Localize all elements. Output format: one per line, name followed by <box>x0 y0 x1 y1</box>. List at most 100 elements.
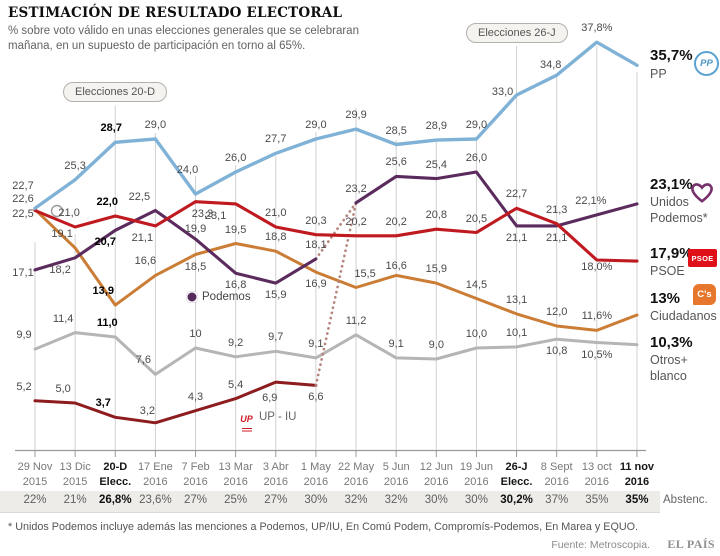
value-label-cs-6: 18,8 <box>265 231 287 244</box>
annotation-elecciones-26j: Elecciones 26-J <box>466 23 568 43</box>
value-label-otros-13: 10,8 <box>545 345 568 358</box>
ciudadanos-logo-icon: C's <box>693 284 716 305</box>
annotation-elecciones-20d: Elecciones 20-D <box>63 82 168 102</box>
value-label-psoe-2: 22,0 <box>96 196 118 208</box>
chart-subtitle-line1: % sobre voto válido en unas elecciones g… <box>8 25 359 37</box>
value-label-up-13: 21,1 <box>545 231 568 244</box>
value-label-psoe-9: 20,2 <box>385 215 407 228</box>
x-axis-label-12: 26-J Elecc. <box>500 461 533 488</box>
abstention-value-11: 30% <box>464 494 488 506</box>
abstention-value-9: 32% <box>384 494 408 506</box>
legend-value-unidos-podemos: 23,1% <box>650 176 693 193</box>
podemos-series-tag: Podemos <box>186 291 251 303</box>
value-label-psoe-10: 20,8 <box>425 209 448 222</box>
abstention-value-1: 21% <box>63 494 87 506</box>
legend-name-blanco: blanco <box>650 369 687 383</box>
value-label-psoe-3: 21,1 <box>131 231 154 244</box>
value-label-upiu-6: 6,9 <box>262 392 278 405</box>
abstention-row-label: Abstenc. <box>663 494 708 506</box>
value-label-psoe-4: 23,3 <box>191 207 214 220</box>
x-axis-label-13: 8 Sept 2016 <box>540 461 573 488</box>
value-label-pp-12: 33,0 <box>491 86 514 98</box>
chart-subtitle-line2: mañana, en un supuesto de participación … <box>8 40 306 52</box>
abstention-value-10: 30% <box>424 494 448 506</box>
value-label-otros-5: 9,2 <box>227 336 244 349</box>
legend-name-pp: PP <box>650 67 667 81</box>
value-label-psoe-14: 18,0% <box>581 261 613 273</box>
abstention-value-0: 22% <box>23 494 47 506</box>
legend-value-psoe: 17,9% <box>650 245 693 262</box>
x-axis-label-5: 13 Mar 2016 <box>218 461 253 488</box>
value-label-up-2: 20,7 <box>94 236 116 249</box>
upiu-series-label: UP - IU <box>259 411 297 423</box>
value-label-up-8: 23,2 <box>345 182 367 195</box>
pp-logo-icon: PP <box>694 51 719 76</box>
value-label-pp-3: 29,0 <box>144 119 167 131</box>
value-label-pp-11: 29,0 <box>465 119 488 131</box>
value-label-upiu-4: 4,3 <box>187 390 204 403</box>
psoe-logo-icon: PSOE <box>688 249 717 267</box>
value-label-pp-8: 29,9 <box>345 109 367 122</box>
value-label-pp-9: 28,5 <box>385 124 407 137</box>
abstention-value-3: 23,6% <box>139 494 172 506</box>
x-axis-label-7: 1 May 2016 <box>300 461 331 488</box>
value-label-psoe-1: 21,0 <box>58 207 80 219</box>
crossing-ring-marker <box>50 204 64 218</box>
value-label-cs-8: 15,5 <box>354 267 376 280</box>
value-label-otros-7: 9,1 <box>308 337 324 350</box>
abstention-value-13: 37% <box>545 494 569 506</box>
value-label-psoe-0: 22,5 <box>12 207 34 220</box>
value-label-otros-11: 10,0 <box>465 328 488 340</box>
value-label-up-6: 15,9 <box>265 289 287 302</box>
x-axis-label-10: 12 Jun 2016 <box>419 461 453 488</box>
legend-value-ciudadanos: 13% <box>650 290 681 307</box>
value-label-cs-12: 13,1 <box>505 293 528 306</box>
source-credit: Fuente: Metroscopia. <box>551 539 650 551</box>
value-label-pp-4: 24,0 <box>176 164 199 176</box>
value-label-up-11: 26,0 <box>465 152 488 164</box>
value-label-pp-0: 22,7 <box>12 180 34 193</box>
abstention-value-14: 35% <box>585 494 609 506</box>
legend-name-unidos: Unidos <box>650 195 689 209</box>
value-label-psoe-5: 23,1 <box>204 209 227 222</box>
value-label-cs-5: 19,5 <box>224 223 247 236</box>
value-label-up-4: 19,9 <box>184 223 207 236</box>
value-label-otros-1: 11,4 <box>52 312 74 325</box>
x-axis-label-1: 13 Dic 2015 <box>59 461 91 488</box>
value-label-otros-8: 11,2 <box>345 314 367 327</box>
value-label-pp-6: 27,7 <box>265 133 287 146</box>
unidos-podemos-heart-icon <box>691 183 713 203</box>
value-label-pp-5: 26,0 <box>224 152 247 164</box>
x-axis-label-8: 22 May 2016 <box>337 461 375 488</box>
value-label-cs-10: 15,9 <box>425 263 448 276</box>
value-label-cs-0: 22,6 <box>12 193 34 206</box>
value-label-pp-14: 37,8% <box>581 22 613 35</box>
x-axis-label-0: 29 Nov 2015 <box>17 461 53 488</box>
value-label-pp-7: 29,0 <box>305 119 327 131</box>
abstention-value-15: 35% <box>625 494 649 506</box>
value-label-up-1: 18,2 <box>49 263 71 276</box>
page-title: ESTIMACIÓN DE RESULTADO ELECTORAL <box>8 5 343 21</box>
value-label-up-12: 21,1 <box>505 231 528 244</box>
value-label-pp-1: 25,3 <box>64 159 86 172</box>
value-label-upiu-5: 5,4 <box>227 378 244 391</box>
value-label-upiu-7: 6,6 <box>308 391 324 404</box>
value-label-psoe-13: 21,3 <box>545 203 568 216</box>
value-label-psoe-7: 20,3 <box>305 214 327 227</box>
x-axis-label-9: 5 Jun 2016 <box>382 461 410 488</box>
value-label-cs-1: 19,1 <box>51 227 73 240</box>
value-label-otros-14: 10,5% <box>581 348 613 361</box>
x-axis-label-15: 11 nov 2016 <box>619 461 655 488</box>
value-label-up-0: 17,1 <box>12 266 34 279</box>
legend-name-ciudadanos: Ciudadanos <box>650 309 717 323</box>
value-label-upiu-3: 3,2 <box>139 404 156 417</box>
legend-value-pp: 35,7% <box>650 47 693 64</box>
value-label-up-9: 25,6 <box>385 156 407 169</box>
x-axis-label-3: 17 Ene 2016 <box>137 461 173 488</box>
x-axis-label-14: 13 oct 2016 <box>581 461 612 488</box>
podemos-circle-icon <box>186 291 198 303</box>
legend-name-podemos: Podemos* <box>650 211 708 225</box>
value-label-up-14: 22,1% <box>575 194 607 207</box>
podemos-series-label: Podemos <box>202 291 251 303</box>
